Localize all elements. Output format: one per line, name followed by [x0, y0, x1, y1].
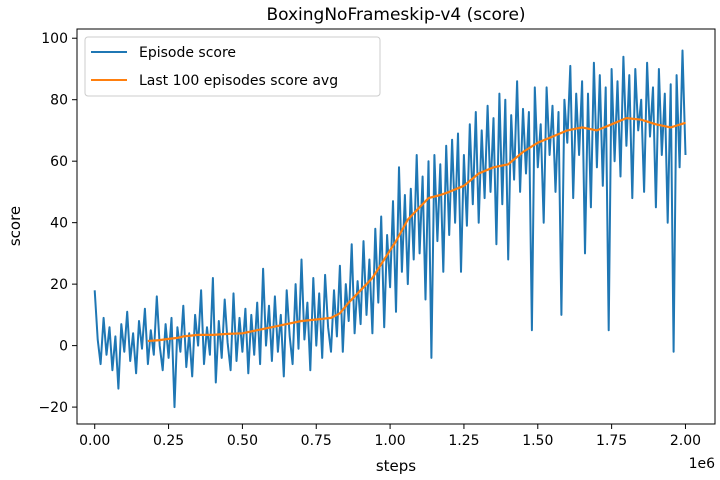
x-tick-label: 0.75	[301, 433, 332, 449]
x-tick-label: 1.50	[522, 433, 553, 449]
y-tick-label: 40	[50, 216, 68, 232]
series-line-1	[147, 117, 686, 343]
y-tick-label: 80	[50, 93, 68, 109]
x-tick-label: 0.00	[79, 433, 110, 449]
y-tick-label: 60	[50, 154, 68, 170]
series-line-0	[93, 49, 687, 409]
y-axis-label: score	[6, 206, 24, 246]
y-tick-label: 100	[41, 31, 68, 47]
x-tick-label: 1.75	[596, 433, 627, 449]
legend-box	[84, 36, 381, 97]
y-tick-label: 20	[50, 277, 68, 293]
legend-label-episode-score: Episode score	[139, 45, 236, 61]
x-tick-label: 0.25	[153, 433, 184, 449]
x-tick-label: 1.25	[448, 433, 479, 449]
x-tick-label: 0.50	[227, 433, 258, 449]
y-tick-label: 0	[59, 339, 68, 355]
x-tick-label: 1.00	[375, 433, 406, 449]
y-tick-label: −20	[38, 400, 68, 416]
legend: Episode score Last 100 episodes score av…	[84, 36, 381, 97]
plot-frame	[76, 28, 716, 425]
chart-title: BoxingNoFrameskip-v4 (score)	[266, 5, 525, 25]
x-axis-label: steps	[376, 457, 416, 475]
x-offset-label: 1e6	[689, 456, 716, 472]
legend-label-score-avg: Last 100 episodes score avg	[139, 73, 338, 89]
x-tick-label: 2.00	[670, 433, 701, 449]
